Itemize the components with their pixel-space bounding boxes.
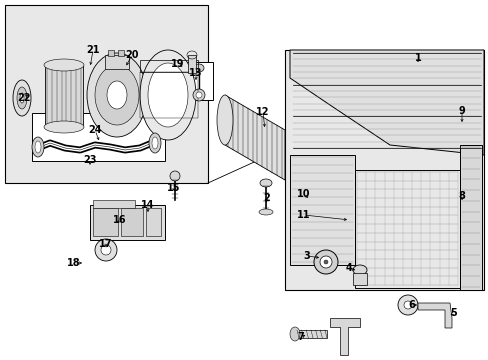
- Bar: [121, 208, 142, 236]
- Text: 2: 2: [263, 193, 270, 203]
- Circle shape: [170, 171, 180, 181]
- Ellipse shape: [217, 95, 232, 145]
- Ellipse shape: [32, 137, 44, 157]
- Polygon shape: [329, 318, 359, 355]
- Ellipse shape: [95, 65, 139, 125]
- Bar: [187, 55, 196, 73]
- Ellipse shape: [140, 50, 196, 140]
- Ellipse shape: [44, 121, 84, 133]
- Ellipse shape: [152, 137, 158, 149]
- Text: 3: 3: [303, 251, 310, 261]
- Ellipse shape: [13, 80, 31, 116]
- Bar: [289, 155, 354, 265]
- Ellipse shape: [87, 53, 147, 137]
- Text: 5: 5: [450, 308, 456, 318]
- Circle shape: [319, 256, 331, 268]
- Text: 7: 7: [297, 332, 304, 342]
- Polygon shape: [224, 95, 285, 180]
- Text: 12: 12: [256, 107, 269, 117]
- Bar: [45, 65, 83, 127]
- Polygon shape: [289, 50, 483, 155]
- Text: 21: 21: [86, 45, 100, 55]
- Bar: [285, 50, 483, 290]
- Ellipse shape: [44, 59, 84, 71]
- Bar: [108, 50, 114, 56]
- Ellipse shape: [259, 209, 272, 215]
- Bar: [105, 55, 129, 69]
- Text: 8: 8: [458, 191, 465, 201]
- Text: 4: 4: [345, 263, 352, 273]
- Bar: [354, 170, 459, 288]
- Text: 24: 24: [88, 125, 102, 135]
- Text: 20: 20: [125, 50, 139, 60]
- Ellipse shape: [148, 63, 187, 127]
- Bar: [459, 145, 481, 290]
- Text: 14: 14: [141, 200, 154, 210]
- Ellipse shape: [17, 87, 27, 109]
- Text: 15: 15: [167, 183, 181, 193]
- Text: 1: 1: [414, 53, 421, 63]
- Circle shape: [193, 89, 204, 101]
- Bar: [140, 72, 198, 118]
- Bar: [146, 208, 161, 236]
- Bar: [90, 205, 164, 240]
- Circle shape: [95, 239, 117, 261]
- Ellipse shape: [107, 81, 127, 109]
- Bar: [93, 208, 118, 236]
- Bar: [140, 60, 198, 72]
- Bar: [32, 113, 164, 161]
- Ellipse shape: [35, 141, 41, 153]
- Text: 23: 23: [83, 155, 97, 165]
- Text: 18: 18: [67, 258, 81, 268]
- Circle shape: [324, 260, 327, 264]
- Circle shape: [397, 295, 417, 315]
- Bar: [118, 50, 124, 56]
- Text: 6: 6: [408, 300, 414, 310]
- Circle shape: [196, 92, 202, 98]
- Text: 22: 22: [17, 93, 31, 103]
- Text: 11: 11: [297, 210, 310, 220]
- Ellipse shape: [289, 327, 299, 341]
- Text: 19: 19: [171, 59, 184, 69]
- Text: 16: 16: [113, 215, 126, 225]
- Bar: [5, 5, 207, 183]
- Text: 10: 10: [297, 189, 310, 199]
- Circle shape: [101, 245, 111, 255]
- Ellipse shape: [149, 133, 161, 153]
- Bar: [352, 273, 366, 285]
- Bar: [294, 330, 326, 338]
- Bar: [93, 200, 135, 208]
- Ellipse shape: [194, 64, 203, 72]
- Text: 17: 17: [99, 239, 113, 249]
- Circle shape: [313, 250, 337, 274]
- Bar: [184, 62, 213, 100]
- Polygon shape: [417, 303, 451, 328]
- Ellipse shape: [260, 179, 271, 187]
- Text: 9: 9: [458, 106, 465, 116]
- Ellipse shape: [20, 93, 24, 103]
- Text: 13: 13: [189, 68, 203, 78]
- Circle shape: [403, 301, 411, 309]
- Ellipse shape: [352, 265, 366, 275]
